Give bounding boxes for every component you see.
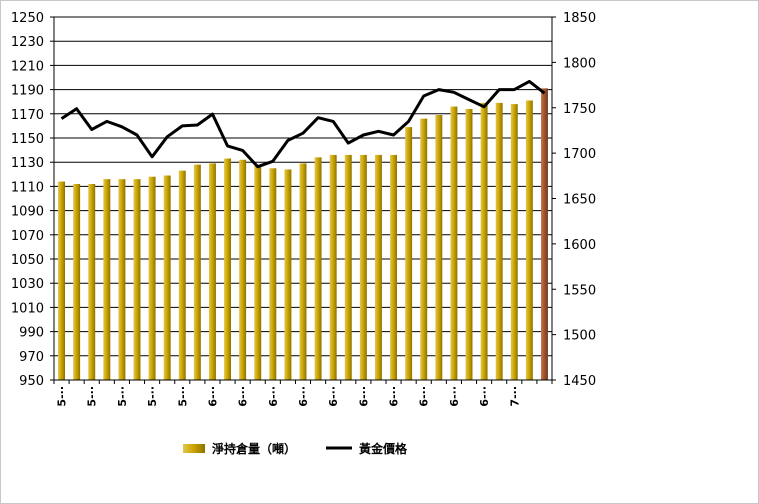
bar bbox=[208, 163, 216, 380]
y-left-tick-label: 950 bbox=[19, 374, 44, 389]
bar bbox=[133, 179, 141, 380]
x-tick-label: 5-·· bbox=[56, 386, 69, 407]
bar bbox=[480, 102, 488, 380]
bar bbox=[163, 175, 171, 380]
x-tick-label: 6-·· bbox=[448, 386, 461, 407]
bar bbox=[148, 176, 156, 380]
y-left-tick-label: 970 bbox=[19, 350, 44, 365]
y-left-tick-label: 1110 bbox=[11, 180, 44, 195]
bar bbox=[495, 102, 503, 380]
y-left-tick-label: 1170 bbox=[11, 108, 44, 123]
x-tick-label: 5-·· bbox=[116, 386, 129, 407]
bar bbox=[390, 154, 398, 380]
bar bbox=[239, 159, 247, 380]
y-right-tick-label: 1750 bbox=[563, 102, 596, 117]
y-right-tick-label: 1500 bbox=[563, 329, 596, 344]
bar bbox=[344, 154, 352, 380]
gold-price-line bbox=[60, 79, 546, 169]
bar bbox=[224, 158, 232, 380]
y-left-tick-label: 1010 bbox=[11, 301, 44, 316]
bar bbox=[450, 106, 458, 380]
x-tick-label: 7-·· bbox=[508, 386, 521, 407]
bar bbox=[314, 157, 322, 380]
x-tick-label: 6-·· bbox=[207, 386, 220, 407]
y-left-tick-label: 1030 bbox=[11, 277, 44, 292]
bar bbox=[510, 104, 518, 381]
x-tick-label: 6-·· bbox=[297, 386, 310, 407]
bar bbox=[193, 164, 201, 380]
bar bbox=[359, 154, 367, 380]
bar bbox=[299, 163, 307, 380]
bar bbox=[269, 168, 277, 380]
bar bbox=[254, 165, 262, 380]
y-right-tick-label: 1450 bbox=[563, 374, 596, 389]
x-tick-label: 5-·· bbox=[146, 386, 159, 407]
x-tick-label: 6-·· bbox=[388, 386, 401, 407]
x-tick-label: 6-·· bbox=[357, 386, 370, 407]
bar bbox=[73, 183, 81, 380]
y-left-tick-label: 1150 bbox=[11, 132, 44, 147]
bar bbox=[525, 100, 533, 381]
bar-series bbox=[58, 88, 548, 381]
x-tick-label: 6-·· bbox=[478, 386, 491, 407]
y-left-tick-label: 1190 bbox=[11, 84, 44, 99]
legend: 淨持倉量（噸） 黃金價格 bbox=[183, 441, 408, 456]
bar bbox=[540, 88, 548, 380]
bar bbox=[405, 127, 413, 380]
y-left-tick-label: 1250 bbox=[11, 11, 44, 26]
bar bbox=[58, 181, 66, 380]
bar bbox=[103, 179, 111, 380]
y-left-tick-label: 1130 bbox=[11, 156, 44, 171]
x-tick-label: 6-·· bbox=[237, 386, 250, 407]
bar bbox=[420, 118, 428, 380]
x-tick-label: 5-·· bbox=[176, 386, 189, 407]
legend-label-line: 黃金價格 bbox=[358, 441, 408, 456]
x-tick-label: 6-·· bbox=[418, 386, 431, 407]
y-left-tick-label: 1090 bbox=[11, 205, 44, 220]
legend-label-bar: 淨持倉量（噸） bbox=[211, 441, 296, 456]
y-left-tick-label: 1210 bbox=[11, 59, 44, 74]
y-right-tick-label: 1550 bbox=[563, 283, 596, 298]
x-tick-label: 5-·· bbox=[86, 386, 99, 407]
bar bbox=[374, 154, 382, 380]
bar bbox=[88, 183, 96, 380]
bar bbox=[435, 115, 443, 380]
x-tick-label: 6-·· bbox=[267, 386, 280, 407]
y-right-tick-label: 1600 bbox=[563, 238, 596, 253]
legend-swatch-bar bbox=[183, 444, 205, 453]
y-left-tick-label: 990 bbox=[19, 326, 44, 341]
right-y-axis: 1450 1500 1550 1600 1650 1700 1750 1800 1850 bbox=[552, 11, 596, 389]
y-right-tick-label: 1850 bbox=[563, 11, 596, 26]
x-tick-label: 6-·· bbox=[327, 386, 340, 407]
left-y-axis: 950 970 990 1010 1030 1050 1070 1090 1110 1130 115… bbox=[11, 11, 54, 389]
line-series bbox=[60, 79, 546, 169]
bar bbox=[118, 179, 126, 380]
bar bbox=[284, 169, 292, 380]
bar bbox=[465, 108, 473, 381]
x-axis: 5-·· 5-·· 5-·· 5-·· 5-·· 6-·· 6-·· 6-·· 6-·· 6-··… bbox=[53, 380, 553, 407]
y-left-tick-label: 1050 bbox=[11, 253, 44, 268]
y-left-tick-label: 1070 bbox=[11, 229, 44, 244]
bar bbox=[329, 154, 337, 380]
bar bbox=[178, 170, 186, 380]
y-right-tick-label: 1800 bbox=[563, 56, 596, 71]
y-left-tick-label: 1230 bbox=[11, 35, 44, 50]
y-right-tick-label: 1700 bbox=[563, 147, 596, 162]
y-right-tick-label: 1650 bbox=[563, 193, 596, 208]
